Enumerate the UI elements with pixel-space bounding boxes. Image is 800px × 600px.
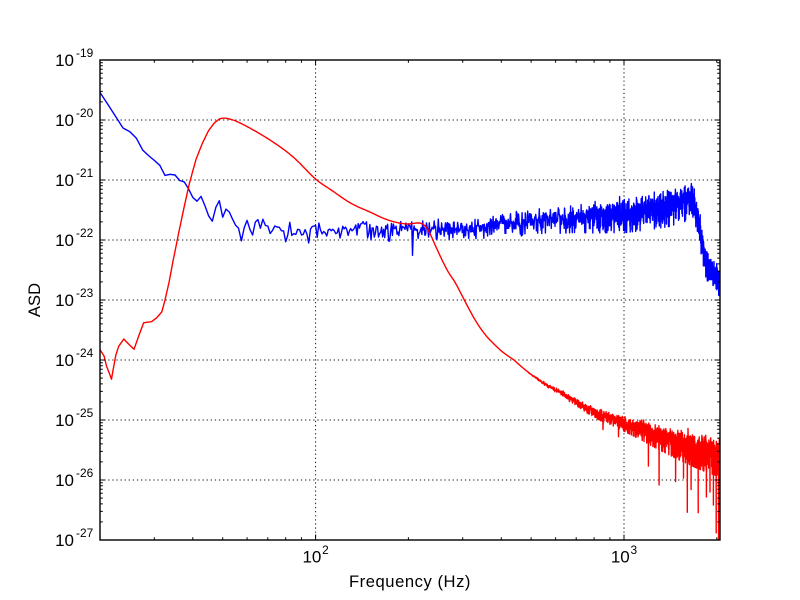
svg-text:-25: -25 — [76, 406, 94, 420]
svg-text:ASD: ASD — [25, 283, 44, 317]
svg-text:2: 2 — [322, 543, 329, 557]
svg-text:3: 3 — [631, 543, 638, 557]
svg-text:10: 10 — [55, 51, 74, 70]
svg-text:10: 10 — [55, 351, 74, 370]
svg-text:10: 10 — [55, 231, 74, 250]
svg-text:-23: -23 — [76, 286, 94, 300]
svg-text:10: 10 — [55, 531, 74, 550]
svg-text:10: 10 — [302, 548, 321, 567]
svg-text:10: 10 — [55, 471, 74, 490]
svg-text:Frequency (Hz): Frequency (Hz) — [349, 572, 471, 591]
svg-text:10: 10 — [55, 111, 74, 130]
svg-text:10: 10 — [55, 171, 74, 190]
svg-text:-22: -22 — [76, 226, 94, 240]
svg-text:-20: -20 — [76, 106, 94, 120]
svg-text:-19: -19 — [76, 46, 94, 60]
svg-text:10: 10 — [55, 411, 74, 430]
svg-text:-26: -26 — [76, 466, 94, 480]
svg-text:10: 10 — [55, 291, 74, 310]
svg-text:-24: -24 — [76, 346, 94, 360]
svg-text:-21: -21 — [76, 166, 94, 180]
svg-text:10: 10 — [611, 548, 630, 567]
svg-text:-27: -27 — [76, 526, 94, 540]
